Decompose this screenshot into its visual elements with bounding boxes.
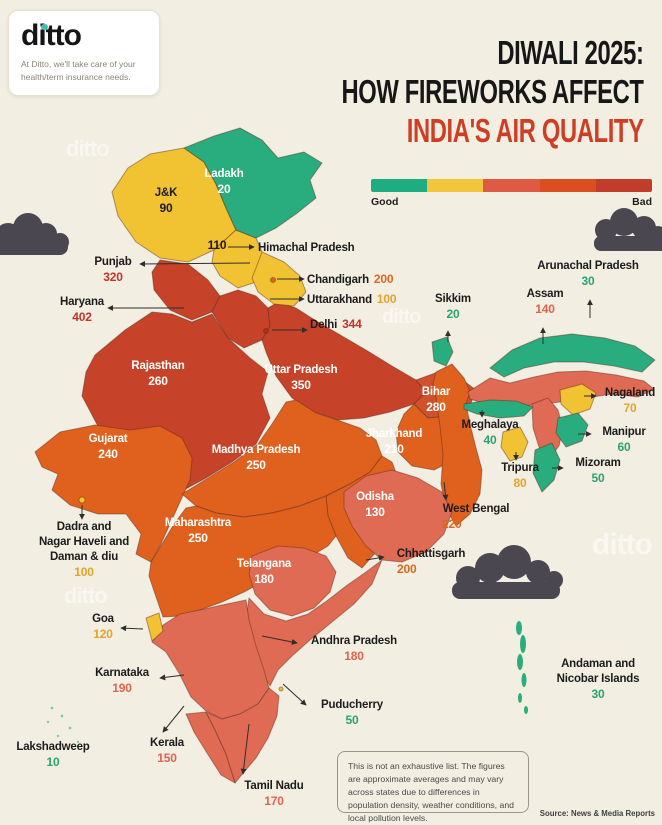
label-uttar-pradesh: Uttar Pradesh 350 (264, 364, 338, 392)
state-shape-arunachal (489, 333, 656, 378)
ditto-watermark: ditto (382, 306, 421, 328)
aqi-gradient-bar (371, 179, 652, 192)
label-andhra: Andhra Pradesh 180 (310, 635, 398, 663)
state-shape-daman-diu (78, 496, 86, 504)
ditto-logo-text: ditto (21, 19, 82, 52)
source-credit: Source: News & Media Reports (539, 809, 655, 818)
ditto-watermark: ditto (64, 583, 108, 608)
title-line-2: HOW FIREWORKS AFFECT (341, 73, 644, 110)
title-line-3: INDIA'S AIR QUALITY (407, 112, 644, 149)
label-west-bengal: West Bengal 220 (442, 503, 510, 531)
state-shape-odisha (343, 469, 453, 563)
label-lakshadweep: Lakshadweep 10 (16, 741, 90, 769)
label-chhattisgarh: Chhattisgarh 200 (396, 548, 466, 576)
aqi-legend: Good Bad (371, 179, 652, 208)
ditto-logo: ditto (21, 21, 147, 51)
state-shape-jammu-kashmir (111, 147, 237, 263)
state-shape-tripura (500, 426, 529, 462)
label-rajasthan: Rajasthan 260 (131, 360, 185, 388)
label-delhi: Delhi 344 (310, 317, 362, 331)
label-ladakh: Ladakh 20 (204, 168, 244, 196)
smog-cloud-top-right (594, 208, 662, 251)
label-madhya-pradesh: Madhya Pradesh 250 (211, 444, 301, 472)
label-goa: Goa 120 (92, 613, 114, 641)
state-shape-assam-arm (531, 397, 564, 460)
label-haryana: Haryana 402 (60, 296, 104, 324)
label-manipur: Manipur 60 (602, 426, 646, 454)
label-gujarat: Gujarat 240 (88, 433, 128, 461)
label-uttarakhand: Uttarakhand 100 (307, 292, 397, 306)
state-shape-ladakh (183, 127, 323, 239)
andaman-islands (516, 621, 528, 714)
label-karnataka: Karnataka 190 (95, 667, 149, 695)
ditto-tagline: At Ditto, we'll take care of your health… (21, 59, 136, 82)
label-himachal-name: Himachal Pradesh (258, 242, 355, 254)
legend-bad-label: Bad (632, 196, 652, 208)
label-sikkim: Sikkim 20 (435, 293, 471, 321)
label-puducherry: Puducherry 50 (321, 699, 383, 727)
disclaimer-text: This is not an exhaustive list. The figu… (348, 761, 514, 824)
legend-segment-bad (539, 179, 596, 192)
state-shape-manipur (555, 412, 589, 448)
state-shape-delhi (263, 328, 269, 334)
state-shape-puducherry (278, 686, 284, 692)
label-punjab: Punjab 320 (94, 256, 132, 284)
label-himachal-value: 110 (207, 238, 227, 252)
state-shape-goa (145, 612, 164, 642)
label-arunachal: Arunachal Pradesh 30 (537, 260, 639, 288)
label-tripura: Tripura 80 (501, 462, 539, 490)
label-andaman: Andaman and Nicobar Islands 30 (556, 658, 640, 701)
state-shape-nagaland (559, 383, 597, 416)
label-chandigarh: Chandigarh 200 (307, 272, 394, 286)
state-shape-gujarat (34, 424, 193, 563)
state-shape-mizoram (532, 442, 561, 493)
label-mizoram: Mizoram 50 (575, 457, 621, 485)
label-maharashtra: Maharashtra 250 (164, 517, 232, 545)
label-nagaland: Nagaland 70 (604, 387, 656, 415)
title-line-1: DIWALI 2025: (497, 34, 645, 71)
label-arrows (79, 244, 597, 775)
state-shape-telangana (248, 545, 337, 617)
label-bihar: Bihar 280 (421, 386, 451, 414)
legend-segment-poor (483, 179, 540, 192)
ditto-logo-dot (41, 23, 48, 30)
ditto-watermark: ditto (66, 136, 110, 161)
label-assam: Assam 140 (526, 288, 564, 316)
state-shape-west-bengal (432, 363, 483, 527)
legend-good-label: Good (371, 196, 399, 208)
label-odisha: Odisha 130 (356, 491, 394, 519)
label-meghalaya: Meghalaya 40 (461, 419, 519, 447)
state-shape-chandigarh (270, 277, 276, 283)
legend-segment-good (371, 179, 428, 192)
label-telangana: Telangana 180 (236, 558, 292, 586)
label-jammu-kashmir: J&K 90 (154, 187, 178, 215)
state-shape-sikkim (431, 336, 454, 367)
label-dadra: Dadra and Nagar Haveli and Daman & diu 10… (38, 521, 130, 579)
smog-cloud-mid-right (452, 545, 563, 599)
ditto-watermark: ditto (592, 528, 653, 561)
state-shape-punjab (151, 259, 221, 321)
disclaimer-box: This is not an exhaustive list. The figu… (337, 751, 529, 823)
page-title: DIWALI 2025: HOW FIREWORKS AFFECT INDIA'… (224, 33, 644, 150)
label-tamil-nadu: Tamil Nadu 170 (244, 780, 304, 808)
ditto-logo-card: ditto At Ditto, we'll take care of your … (8, 10, 160, 96)
state-shape-tamil-nadu (205, 687, 280, 784)
label-kerala: Kerala 150 (150, 737, 184, 765)
lakshadweep-islands (46, 706, 80, 744)
state-shape-karnataka (151, 599, 270, 720)
label-jharkhand: Jharkhand 210 (365, 428, 423, 456)
legend-segment-moderate (427, 179, 484, 192)
smog-cloud-top-left (0, 213, 69, 255)
legend-segment-severe (595, 179, 652, 192)
